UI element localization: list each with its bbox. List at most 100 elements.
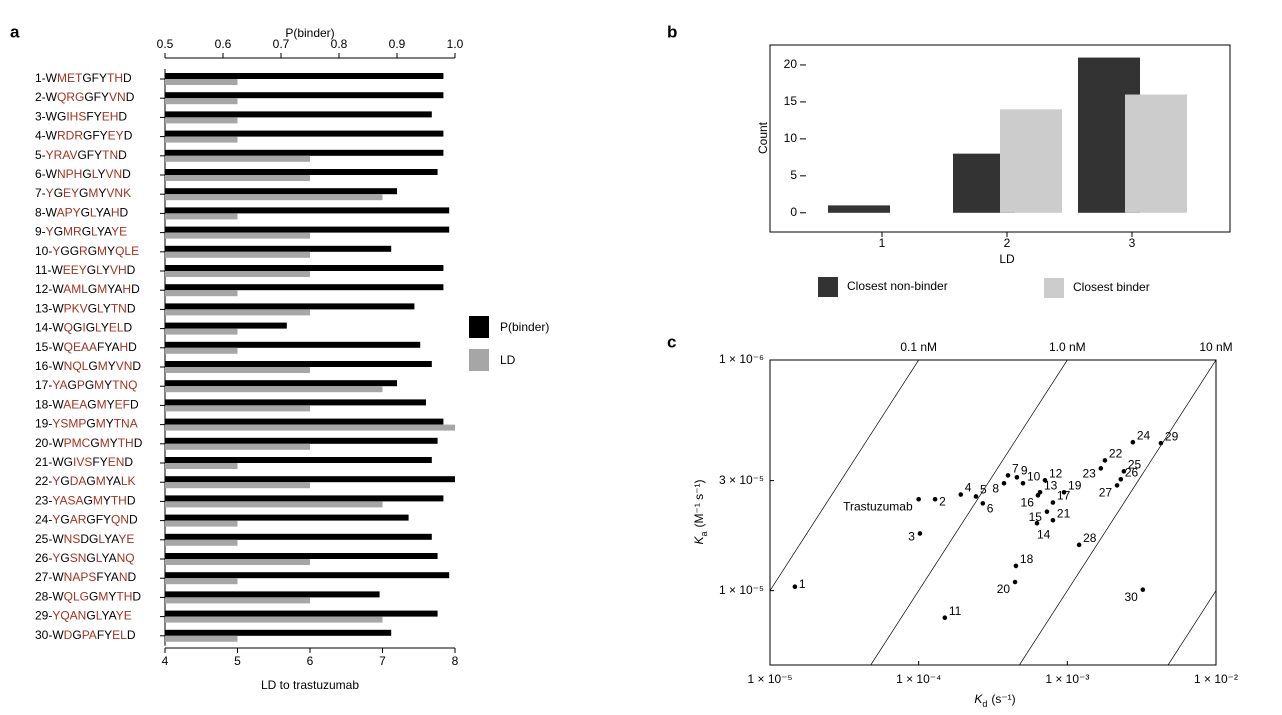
category-label: 21-WGIVSFYEND	[35, 455, 133, 469]
category-label: 24-YGARGFYQND	[35, 513, 138, 527]
label-part: M	[93, 494, 103, 508]
label-part: QEAA	[64, 340, 97, 354]
label-part: D	[120, 206, 129, 220]
label-part: 18-W	[35, 398, 64, 412]
category-label: 8-WAPYGLYAHD	[35, 206, 129, 220]
label-part: Y	[102, 263, 110, 277]
point-label: 29	[1165, 429, 1179, 443]
label-part: Y	[108, 590, 116, 604]
point-label: 5	[980, 483, 987, 497]
point-label: 17	[1057, 489, 1071, 503]
label-part: YE	[111, 225, 127, 239]
bar	[165, 559, 310, 565]
bar	[165, 169, 438, 175]
label-part: D	[131, 282, 140, 296]
bar	[165, 591, 380, 598]
label-part: 16-W	[35, 359, 64, 373]
label-part: G	[86, 609, 95, 623]
label-part: 28-W	[35, 590, 64, 604]
label-part: 22-	[35, 474, 52, 488]
label-part: QN	[111, 513, 129, 527]
label-part: 15-W	[35, 340, 64, 354]
category-label: 23-YASAGMYTHD	[35, 494, 136, 508]
point-label: 25	[1128, 458, 1142, 472]
label-part: PKV	[64, 302, 88, 316]
label-part: D	[129, 513, 138, 527]
point-label: 20	[997, 582, 1011, 596]
point-label: Trastuzumab	[843, 499, 913, 513]
label-part: L	[95, 321, 102, 335]
point	[1118, 476, 1124, 482]
label-part: H	[119, 340, 128, 354]
bar	[165, 386, 383, 393]
label-part: Y	[98, 186, 106, 200]
point-label: 4	[965, 481, 972, 495]
label-part: 5-	[35, 148, 46, 162]
category-label: 4-WRDRGFYEYD	[35, 129, 133, 143]
label-part: G	[86, 321, 95, 335]
point-label: 11	[949, 604, 962, 618]
point	[1050, 500, 1056, 505]
label-part: 9-	[35, 225, 46, 239]
label-part: 25-W	[35, 532, 64, 546]
label-part: VN	[106, 167, 123, 181]
label-part: YASA	[52, 494, 83, 508]
bar	[165, 265, 444, 271]
category-label: 5-YRAVGFYTND	[35, 148, 127, 162]
label-part: D	[127, 263, 136, 277]
label-part: DG	[80, 532, 98, 546]
label-part: 27-W	[35, 570, 64, 584]
label-part: 20-W	[35, 436, 64, 450]
bar	[165, 501, 383, 508]
category-label: 1-WMETGFYTHD	[35, 71, 132, 85]
label-part: GFY	[83, 129, 108, 143]
x-tick-label: 6	[307, 654, 314, 668]
label-part: 14-W	[35, 321, 64, 335]
label-part: YSMP	[52, 417, 86, 431]
point	[792, 584, 798, 590]
label-part: GFY	[77, 148, 102, 162]
bar	[165, 380, 397, 387]
label-part: G	[85, 378, 94, 392]
bar	[165, 79, 238, 85]
point-label: 26	[1125, 465, 1139, 479]
bar	[165, 610, 438, 617]
bar	[165, 98, 238, 105]
bar	[165, 629, 392, 636]
point	[917, 531, 923, 536]
label-part: D	[124, 455, 133, 469]
label-part: G	[83, 494, 92, 508]
label-part: 4-W	[35, 129, 58, 143]
category-label: 20-WPMCGMYTHD	[35, 436, 143, 450]
label-part: YE	[118, 532, 134, 546]
label-part: G	[88, 302, 97, 316]
bar	[165, 533, 432, 540]
legend-swatch	[818, 277, 838, 297]
label-part: D	[134, 436, 143, 450]
x2-tick-label: 0.7	[273, 37, 290, 51]
point	[916, 496, 921, 502]
unit: (s⁻¹)	[991, 692, 1015, 706]
symbol: K	[974, 692, 983, 706]
label-part: 3-WG	[35, 110, 66, 124]
label-part: YA	[52, 378, 67, 392]
y-tick-label: 15	[784, 94, 798, 108]
point	[1061, 489, 1067, 495]
label-part: Y	[107, 398, 115, 412]
label-part: EN	[108, 455, 125, 469]
bar	[165, 367, 310, 373]
label-part: YA	[96, 206, 111, 220]
bar	[165, 539, 238, 546]
point	[1158, 440, 1164, 446]
bar	[165, 111, 432, 118]
bar	[165, 226, 450, 233]
legend-label: P(binder)	[500, 320, 549, 334]
bar	[165, 251, 310, 258]
legend-swatch	[469, 316, 489, 338]
y-tick-label: 10	[784, 131, 798, 145]
label-part: 21-WG	[35, 455, 73, 469]
point	[1114, 483, 1120, 488]
y-tick-label: 20	[784, 57, 798, 71]
x-tick-label: 5	[234, 654, 241, 668]
x-tick-label: 1 × 10⁻⁵	[747, 672, 792, 686]
